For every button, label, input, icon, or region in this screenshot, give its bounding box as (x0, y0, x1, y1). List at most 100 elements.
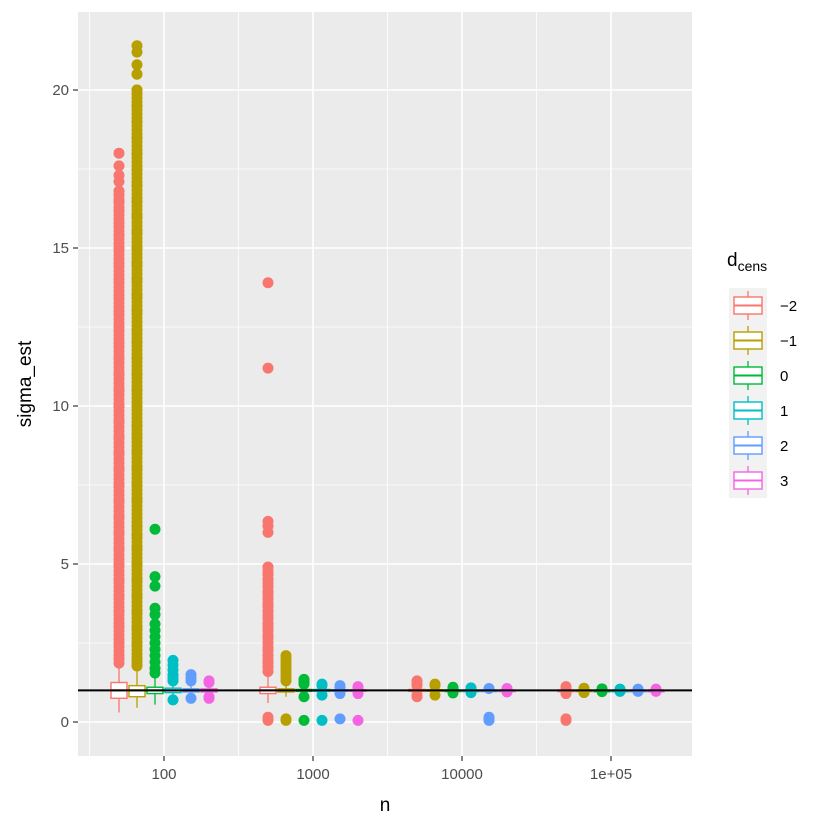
outlier-point (131, 147, 143, 159)
y-axis-title: sigma_est (15, 340, 36, 427)
outlier-point (131, 258, 143, 270)
outlier-point (149, 580, 161, 592)
outlier-point (113, 511, 125, 523)
outlier-point (113, 400, 125, 412)
legend-label: 0 (780, 368, 788, 385)
outlier-point (131, 274, 143, 286)
legend: dcens −2 −1 0 1 2 3 (727, 250, 797, 498)
outlier-point (131, 590, 143, 602)
legend-item: −1 (729, 323, 797, 358)
legend-label: 3 (780, 473, 788, 490)
outlier-point (113, 558, 125, 570)
outlier-point (203, 677, 215, 688)
outlier-point (316, 689, 328, 701)
outlier-point (298, 678, 310, 690)
outlier-point (113, 621, 125, 633)
legend-item: 1 (729, 393, 788, 428)
outlier-point (131, 574, 143, 586)
outlier-point (298, 691, 310, 703)
outlier-point (113, 368, 125, 380)
outlier-point (352, 714, 364, 726)
outlier-point (280, 714, 292, 726)
outlier-point (167, 675, 179, 687)
outlier-point (560, 714, 572, 726)
grid-major (78, 12, 692, 756)
legend-item: −2 (729, 288, 797, 323)
box-group (164, 654, 182, 706)
outlier-point (113, 195, 125, 207)
outlier-point (113, 160, 125, 172)
legend-item: 0 (729, 358, 788, 393)
outlier-point (149, 667, 161, 679)
outlier-point (131, 195, 143, 207)
outlier-point (316, 714, 328, 726)
y-axis: 0 5 10 15 20 (52, 82, 78, 731)
box-group (128, 40, 146, 708)
outlier-point (131, 495, 143, 507)
outlier-point (131, 400, 143, 412)
outlier-point (131, 163, 143, 175)
outlier-point (167, 694, 179, 706)
outlier-point (131, 84, 143, 96)
outlier-point (131, 289, 143, 301)
outlier-point (411, 680, 423, 692)
outlier-point (334, 713, 346, 725)
x-tick-label: 10000 (441, 766, 483, 783)
outlier-point (131, 179, 143, 191)
outlier-point (113, 384, 125, 396)
outlier-point (113, 637, 125, 649)
outlier-point (131, 419, 143, 431)
outlier-point (131, 558, 143, 570)
y-tick-label: 15 (52, 240, 69, 257)
outlier-point (131, 659, 143, 671)
outlier-point (149, 571, 161, 583)
box-group (110, 147, 128, 713)
outlier-point (131, 226, 143, 238)
outlier-point (185, 692, 197, 704)
x-tick-label: 1e+05 (590, 766, 632, 783)
outlier-point (131, 116, 143, 128)
outlier-point (578, 687, 590, 699)
outlier-point (113, 447, 125, 459)
legend-title: dcens (727, 250, 767, 274)
outlier-point (113, 185, 125, 197)
outlier-point (113, 463, 125, 475)
outlier-point (429, 689, 441, 701)
outlier-point (113, 204, 125, 216)
outlier-point (113, 337, 125, 349)
outlier-point (131, 432, 143, 444)
x-axis: 100 1000 10000 1e+05 (151, 756, 632, 783)
outlier-point (113, 526, 125, 538)
outlier-point (131, 447, 143, 459)
outlier-point (483, 683, 495, 695)
legend-entries: −2 −1 0 1 2 3 (729, 288, 797, 498)
outlier-point (131, 305, 143, 317)
outlier-point (113, 176, 125, 188)
outlier-point (131, 530, 143, 542)
outlier-point (131, 131, 143, 143)
outlier-point (131, 353, 143, 365)
outlier-point (131, 100, 143, 112)
outlier-point (447, 687, 459, 699)
outlier-point (131, 368, 143, 380)
outlier-point (113, 416, 125, 428)
outlier-point (113, 605, 125, 617)
outlier-point (429, 680, 441, 692)
legend-item: 2 (729, 428, 788, 463)
outlier-point (131, 210, 143, 222)
outlier-point (131, 479, 143, 491)
x-tick-label: 1000 (296, 766, 329, 783)
y-tick-label: 20 (52, 82, 69, 99)
y-tick-label: 5 (61, 556, 69, 573)
y-tick-label: 10 (52, 398, 69, 415)
outlier-point (203, 692, 215, 704)
outlier-point (113, 479, 125, 491)
outlier-point (185, 675, 197, 687)
outlier-point (149, 523, 161, 535)
outlier-point (131, 46, 143, 58)
box-group (259, 277, 277, 726)
outlier-point (131, 337, 143, 349)
outlier-point (131, 384, 143, 396)
outlier-point (131, 59, 143, 71)
